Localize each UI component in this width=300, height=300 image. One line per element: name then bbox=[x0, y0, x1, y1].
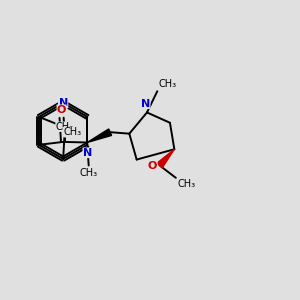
Text: CH₃: CH₃ bbox=[159, 79, 177, 89]
Text: CH₃: CH₃ bbox=[177, 179, 195, 189]
Text: O: O bbox=[57, 105, 66, 115]
Text: O: O bbox=[148, 161, 157, 171]
Text: CH₃: CH₃ bbox=[56, 122, 74, 132]
Text: N: N bbox=[58, 98, 68, 108]
Text: CH₃: CH₃ bbox=[80, 167, 98, 178]
Text: N: N bbox=[83, 148, 92, 158]
Text: N: N bbox=[141, 99, 150, 109]
Text: CH₃: CH₃ bbox=[63, 127, 81, 137]
Polygon shape bbox=[87, 129, 112, 142]
Polygon shape bbox=[157, 149, 174, 168]
